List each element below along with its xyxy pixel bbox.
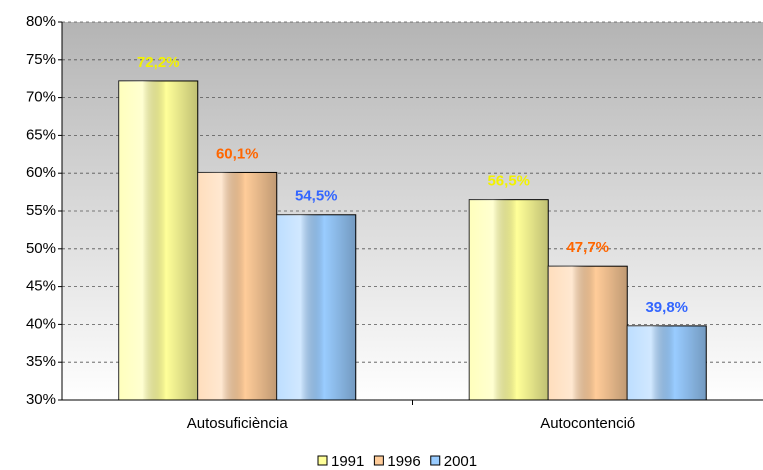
y-tick-label: 75% bbox=[26, 51, 56, 68]
legend-swatch bbox=[373, 455, 384, 466]
bar bbox=[197, 171, 278, 401]
legend-swatch bbox=[317, 455, 328, 466]
value-label: 39,8% bbox=[645, 299, 688, 316]
y-tick-label: 55% bbox=[26, 202, 56, 219]
value-label: 72,2% bbox=[137, 54, 180, 71]
y-tick-label: 65% bbox=[26, 126, 56, 143]
value-label: 47,7% bbox=[566, 239, 609, 256]
y-tick-label: 45% bbox=[26, 278, 56, 295]
bar bbox=[276, 214, 357, 401]
legend-swatch bbox=[430, 455, 441, 466]
y-tick-label: 50% bbox=[26, 240, 56, 257]
x-tick-label: Autosuficiència bbox=[187, 415, 289, 432]
y-tick-label: 40% bbox=[26, 315, 56, 332]
bar bbox=[547, 265, 628, 401]
legend-label: 1991 bbox=[331, 453, 364, 470]
y-tick-label: 70% bbox=[26, 89, 56, 106]
y-tick-label: 35% bbox=[26, 353, 56, 370]
bar bbox=[626, 325, 707, 401]
legend-label: 2001 bbox=[444, 453, 477, 470]
y-tick-label: 30% bbox=[26, 391, 56, 408]
value-label: 54,5% bbox=[295, 188, 338, 205]
bar bbox=[468, 199, 549, 401]
y-tick-label: 60% bbox=[26, 164, 56, 181]
bar bbox=[118, 80, 199, 401]
y-tick-label: 80% bbox=[26, 13, 56, 30]
legend-label: 1996 bbox=[387, 453, 420, 470]
x-tick-label: Autocontenció bbox=[540, 415, 635, 432]
value-label: 56,5% bbox=[487, 173, 530, 190]
value-label: 60,1% bbox=[216, 145, 259, 162]
